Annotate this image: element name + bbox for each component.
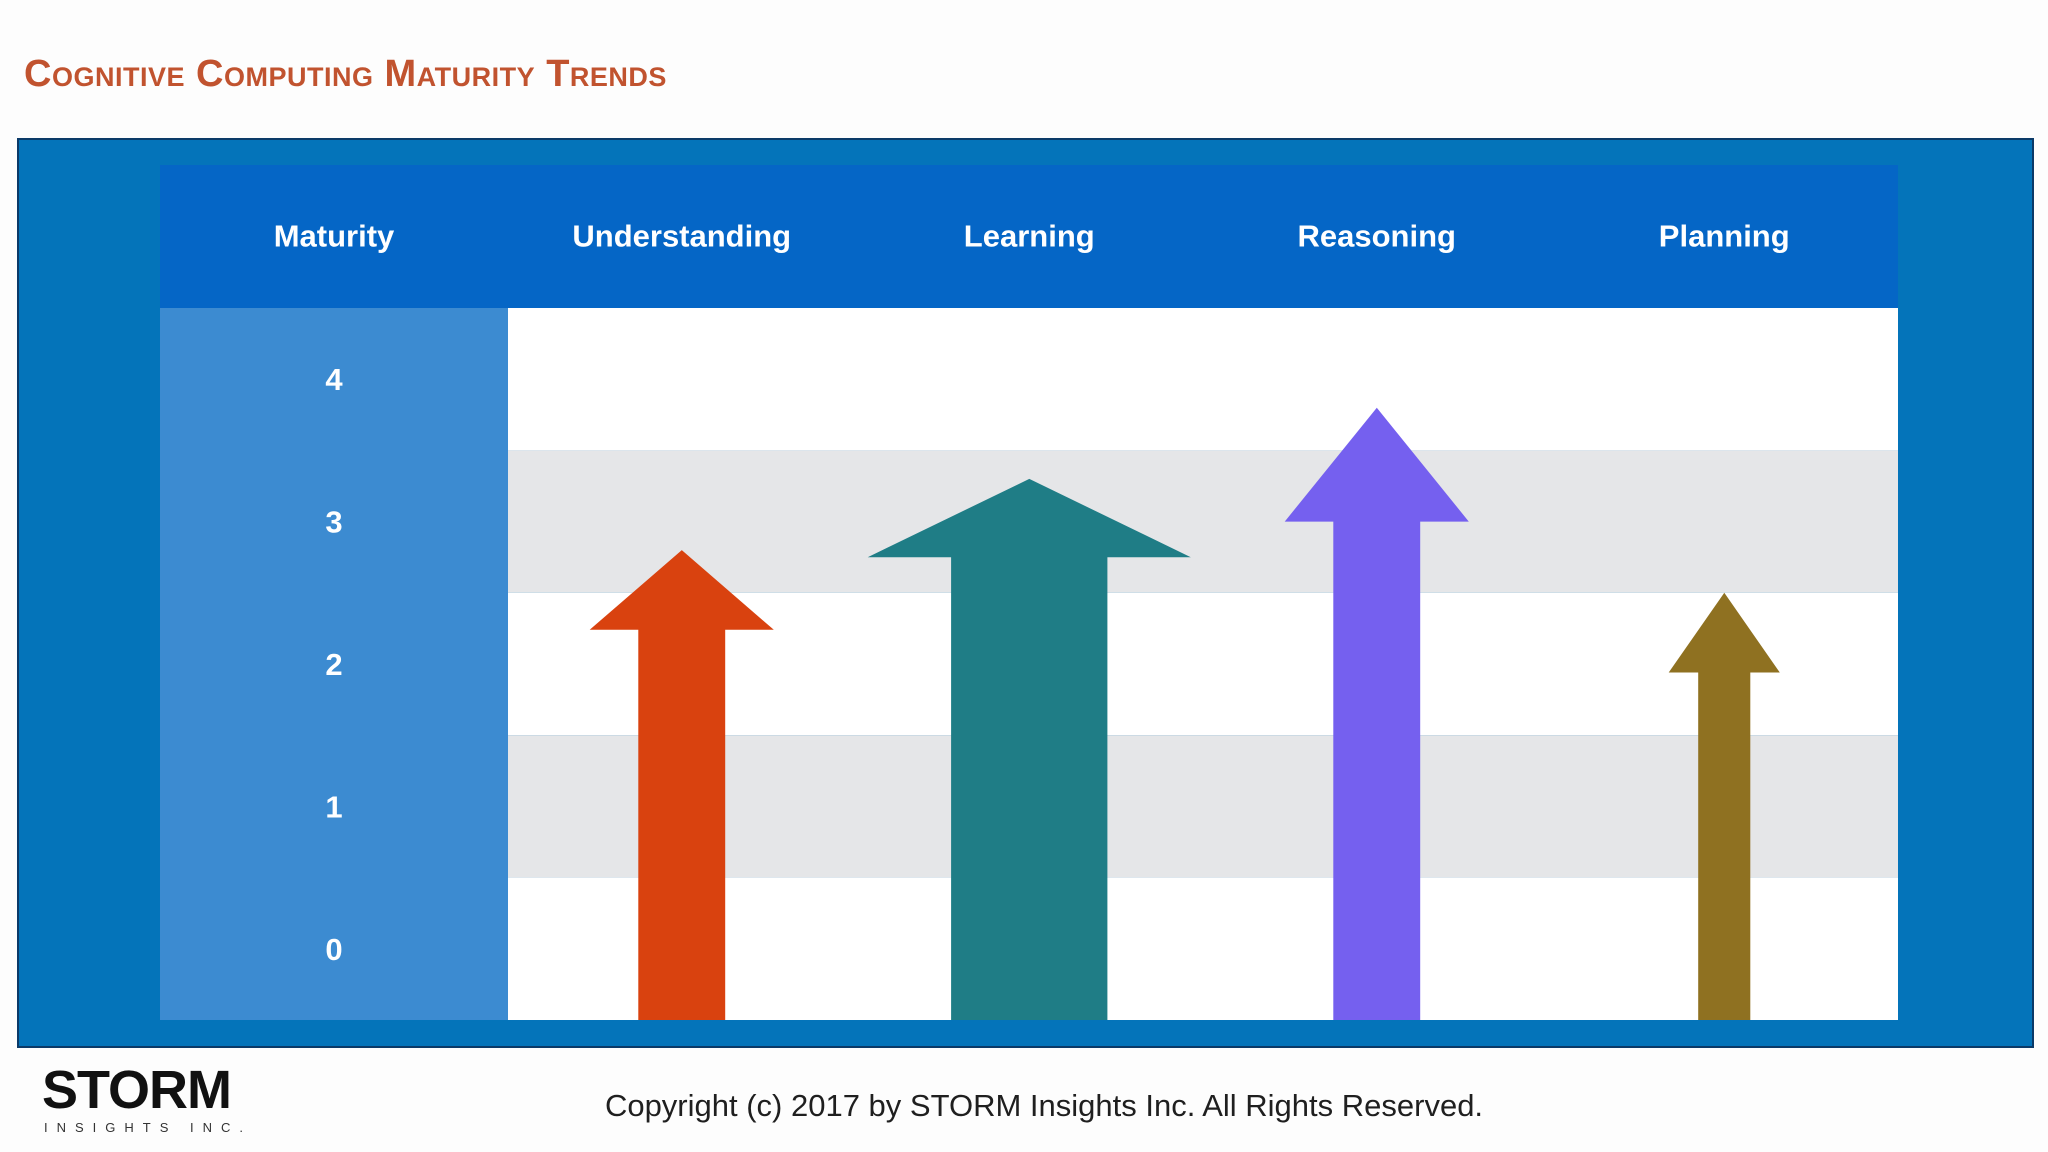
copyright-text: Copyright (c) 2017 by STORM Insights Inc… [604,1088,1484,1123]
maturity-chart: Maturity Understanding Learning Reasoning Pl… [160,165,1898,1020]
row-header-label: Maturity [274,219,395,254]
arrow-bar-planning [1668,592,1780,1020]
category-label: Understanding [572,219,791,254]
category-label: Reasoning [1298,219,1456,254]
page-title: Cognitive Computing Maturity Trends [24,53,667,95]
y-tick-label: 0 [325,932,342,967]
arrow-bar-reasoning [1284,407,1469,1020]
header-row [160,165,1898,308]
y-tick-label: 2 [325,647,342,682]
category-label: Learning [964,219,1095,254]
maturity-column [160,308,508,1020]
arrow-bar-understanding [589,550,774,1020]
logo-wordmark: STORM [42,1060,232,1120]
logo-tagline: INSIGHTS INC. [44,1120,253,1135]
y-tick-label: 3 [325,505,342,540]
category-label: Planning [1659,219,1790,254]
y-tick-label: 1 [325,789,342,824]
arrow-bar-learning [867,478,1191,1020]
grid-band [508,450,1898,593]
grid-band [508,308,1898,451]
grid-band [508,735,1898,878]
grid-band [508,877,1898,1020]
y-tick-label: 4 [325,362,343,397]
storm-logo: STORM INSIGHTS INC. [42,1060,243,1136]
